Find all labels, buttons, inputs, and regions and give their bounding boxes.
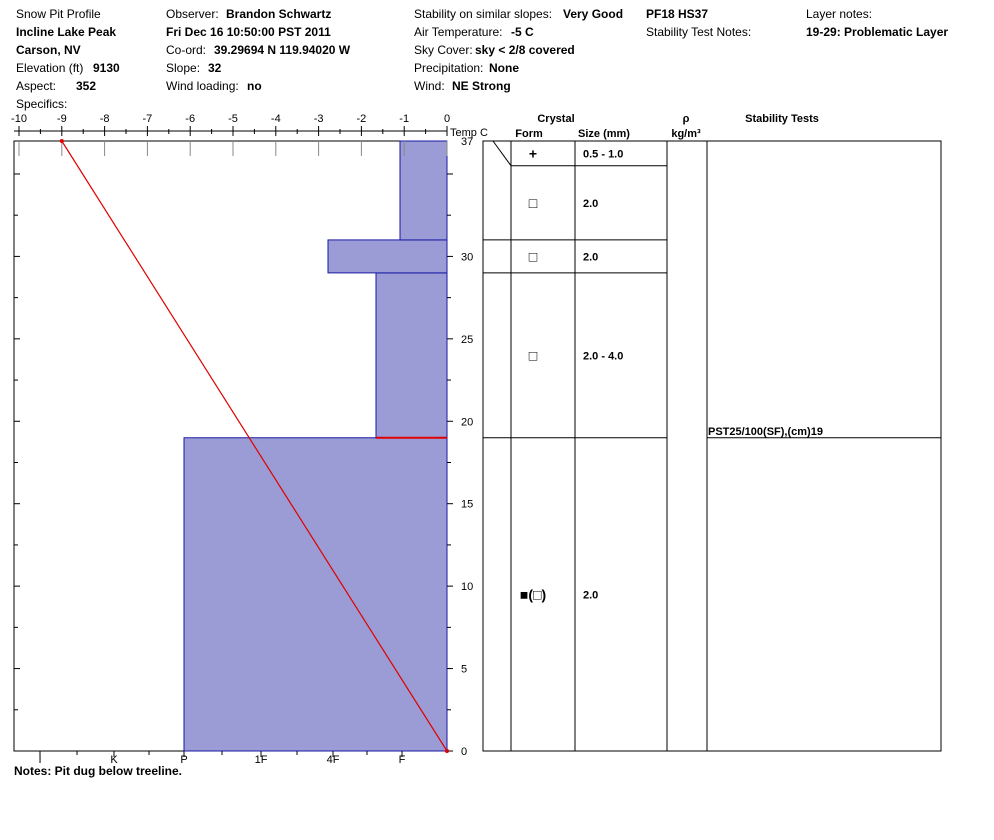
observer-label: Observer:	[166, 7, 219, 21]
elevation-label: Elevation (ft)	[16, 61, 84, 75]
location-name: Incline Lake Peak	[16, 25, 117, 39]
height-tick-label-7: 0	[461, 746, 467, 758]
aspect-label: Aspect:	[16, 79, 57, 93]
form-header: Form	[515, 128, 543, 140]
grain-size-0: 0.5 - 1.0	[583, 148, 623, 160]
grain-form-3: □	[529, 347, 538, 363]
stability-tests-header: Stability Tests	[745, 113, 819, 125]
air-temp-label: Air Temperature:	[414, 25, 503, 39]
temperature-point-1	[59, 139, 64, 143]
temp-tick-label-2: -8	[100, 113, 110, 125]
hardness-bar-1	[375, 272, 448, 439]
sky-cover-label: Sky Cover:	[414, 43, 473, 57]
region-name: Carson, NV	[16, 43, 81, 57]
temp-tick-label-8: -2	[357, 113, 367, 125]
pit-notes: Notes: Pit dug below treeline.	[14, 764, 183, 778]
size-header: Size (mm)	[578, 128, 630, 140]
temp-tick-label-9: -1	[399, 113, 409, 125]
temp-tick-label-4: -6	[185, 113, 195, 125]
temp-tick-label-1: -9	[57, 113, 67, 125]
height-tick-label-1: 30	[461, 251, 473, 263]
profile-title: Snow Pit Profile	[16, 7, 101, 21]
elevation-value: 9130	[93, 61, 120, 75]
hardness-bar-0	[183, 437, 448, 752]
layer-notes-value: 19-29: Problematic Layer	[806, 25, 949, 39]
hardness-tick-label-4: 4F	[327, 754, 340, 766]
wind-value: NE Strong	[452, 79, 511, 93]
temp-tick-label-10: 0	[444, 113, 450, 125]
sky-cover-value: sky < 2/8 covered	[475, 43, 575, 57]
height-tick-label-6: 5	[461, 664, 467, 676]
density-unit-header: kg/m³	[671, 128, 701, 140]
height-tick-label-3: 20	[461, 416, 473, 428]
grain-form-4: ■(□)	[520, 586, 546, 602]
wind-label: Wind:	[414, 79, 445, 93]
grain-size-3: 2.0 - 4.0	[583, 350, 623, 362]
temp-tick-label-7: -3	[314, 113, 324, 125]
observation-datetime: Fri Dec 16 10:50:00 PST 2011	[166, 25, 331, 39]
slope-value: 32	[208, 61, 222, 75]
hardness-tick-label-0: I	[38, 754, 41, 766]
layer-notes-label: Layer notes:	[806, 7, 873, 21]
stability-test-notes-label: Stability Test Notes:	[646, 25, 752, 39]
wind-loading-label: Wind loading:	[166, 79, 239, 93]
coord-value: 39.29694 N 119.94020 W	[214, 43, 351, 57]
grain-form-2: □	[529, 248, 538, 264]
air-temp-value: -5 C	[511, 25, 534, 39]
stability-value: Very Good	[563, 7, 624, 21]
layer-connector-0	[492, 140, 512, 167]
stability-label: Stability on similar slopes:	[414, 7, 553, 21]
grain-form-0: +	[529, 145, 537, 161]
temp-tick-label-6: -4	[271, 113, 281, 125]
hardness-bar-2	[327, 239, 448, 274]
grain-form-1: □	[529, 195, 538, 211]
height-tick-label-2: 25	[461, 334, 473, 346]
grain-size-4: 2.0	[583, 589, 598, 601]
temperature-point-0	[445, 749, 449, 753]
hardness-tick-label-1: K	[110, 754, 118, 766]
height-tick-label-4: 15	[461, 499, 473, 511]
wind-loading-value: no	[247, 79, 262, 93]
layer-table-frame	[482, 140, 942, 752]
slope-label: Slope:	[166, 61, 201, 75]
grain-size-2: 2.0	[583, 251, 598, 263]
crystal-header: Crystal	[537, 113, 574, 125]
hardness-tick-label-2: P	[180, 754, 187, 766]
precipitation-value: None	[489, 61, 519, 75]
hardness-bar-3	[399, 140, 448, 241]
pf-hs-value: PF18 HS37	[646, 7, 709, 21]
temp-tick-label-3: -7	[143, 113, 153, 125]
observer-value: Brandon Schwartz	[226, 7, 332, 21]
hardness-tick-label-5: F	[399, 754, 406, 766]
coord-label: Co-ord:	[166, 43, 207, 57]
temp-axis-label: Temp C	[450, 127, 488, 139]
temp-tick-label-5: -5	[228, 113, 238, 125]
hardness-tick-label-3: 1F	[255, 754, 268, 766]
aspect-value: 352	[76, 79, 97, 93]
specifics-label: Specifics:	[16, 97, 68, 111]
grain-size-1: 2.0	[583, 198, 598, 210]
stability-test-result-0: PST25/100(SF),(cm)19	[708, 426, 823, 438]
density-header: ρ	[683, 113, 690, 125]
temp-tick-label-0: -10	[11, 113, 27, 125]
height-tick-label-0: 37	[461, 136, 473, 148]
temperature-profile-line	[61, 140, 448, 752]
precipitation-label: Precipitation:	[414, 61, 484, 75]
height-tick-label-5: 10	[461, 581, 473, 593]
